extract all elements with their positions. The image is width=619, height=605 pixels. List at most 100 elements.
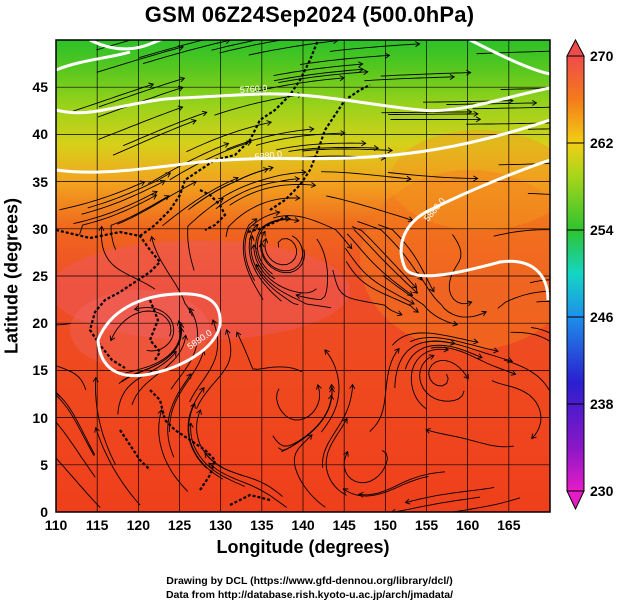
x-tick-label: 160 [455, 517, 480, 533]
streamline-arrow [252, 224, 259, 230]
streamline [288, 147, 379, 152]
streamline [67, 83, 154, 114]
streamline-arrow [349, 383, 356, 390]
streamline [476, 50, 550, 55]
streamline-arrow [149, 235, 156, 242]
streamline [387, 113, 478, 116]
streamline [322, 384, 354, 468]
y-tick-label: 10 [32, 409, 48, 426]
streamline-arrow [343, 450, 349, 457]
streamline [358, 471, 445, 496]
streamline-arrow [133, 305, 140, 312]
coastlines [56, 40, 371, 506]
colorbar-max-arrow [566, 38, 585, 57]
streamline [229, 184, 316, 206]
streamline [151, 236, 193, 317]
streamline [255, 132, 345, 146]
streamline [112, 119, 197, 156]
streamline-arrow [307, 434, 313, 440]
streamline [225, 197, 300, 237]
streamline [394, 340, 455, 389]
streamline [299, 54, 390, 66]
streamline [446, 102, 537, 105]
streamline-arrow [324, 349, 330, 355]
streamline-arrow [452, 320, 459, 327]
streamline-arrow [592, 348, 597, 353]
streamline-arrow [508, 97, 514, 104]
streamline-arrow [223, 142, 230, 148]
y-tick-label: 35 [32, 173, 48, 190]
streamline-arrow [449, 74, 456, 80]
streamline-arrow [316, 384, 322, 390]
streamline-arrow [179, 76, 186, 83]
colorbar-tick-label: 270 [590, 48, 614, 64]
x-tick-label: 165 [497, 517, 521, 533]
x-tick-label: 130 [208, 517, 233, 533]
streamline [296, 238, 329, 301]
streamline [56, 394, 95, 457]
streamline [110, 195, 170, 250]
streamline-arrow [43, 383, 48, 387]
streamline-arrow [612, 291, 617, 296]
streamline [272, 215, 353, 249]
x-tick-label: 125 [167, 517, 192, 533]
streamline [405, 486, 495, 504]
streamline [357, 220, 423, 281]
streamline [255, 218, 291, 280]
streamline-arrow [409, 299, 415, 305]
streamline [472, 106, 550, 110]
streamline [187, 197, 224, 271]
streamlines [43, 34, 617, 512]
streamline-arrow [187, 422, 194, 428]
streamline-arrow [208, 462, 214, 469]
streamline [417, 272, 487, 318]
streamline [503, 359, 550, 393]
credit-line-data: Data from http://database.rish.kyoto-u.a… [165, 589, 454, 601]
streamline [448, 234, 472, 305]
streamline [248, 224, 282, 302]
streamline-arrow [363, 69, 369, 75]
x-axis-label: Longitude (degrees) [216, 537, 390, 557]
streamline-arrow [342, 488, 349, 494]
streamline [276, 384, 321, 421]
streamline-arrow [191, 119, 197, 125]
streamline-arrow [394, 347, 400, 354]
streamline-arrow [246, 140, 253, 146]
streamline-arrow [148, 82, 155, 89]
streamline-arrow [473, 111, 479, 117]
streamline-arrow [303, 34, 308, 39]
streamline-arrow [449, 339, 456, 346]
streamline [123, 111, 207, 147]
streamline [236, 332, 302, 373]
streamline-arrow [384, 52, 391, 59]
streamline [134, 307, 175, 352]
colorbar-tick-label: 246 [590, 309, 614, 325]
streamline [110, 310, 172, 341]
streamline-arrow [346, 243, 353, 250]
streamline [95, 377, 116, 465]
streamline [329, 43, 420, 52]
streamline-arrow [163, 195, 170, 201]
streamline [391, 496, 481, 512]
streamline-arrow [411, 283, 418, 289]
streamline [190, 423, 246, 487]
streamline [87, 172, 171, 209]
streamline [253, 244, 317, 294]
streamline-arrow [414, 41, 421, 48]
x-tick-label: 135 [250, 517, 274, 533]
streamline-arrow [396, 310, 403, 317]
streamline-arrow [294, 176, 301, 182]
streamline [96, 46, 184, 73]
streamline-arrow [274, 210, 281, 216]
streamline [332, 269, 403, 316]
streamline-arrow [406, 175, 412, 182]
streamline-arrow [182, 334, 188, 341]
streamline-arrow [552, 120, 556, 125]
streamline [250, 235, 299, 306]
streamline [273, 68, 364, 82]
streamline [219, 40, 284, 54]
y-tick-label: 30 [32, 220, 48, 237]
streamline [264, 238, 297, 266]
streamline-arrow [358, 66, 365, 73]
